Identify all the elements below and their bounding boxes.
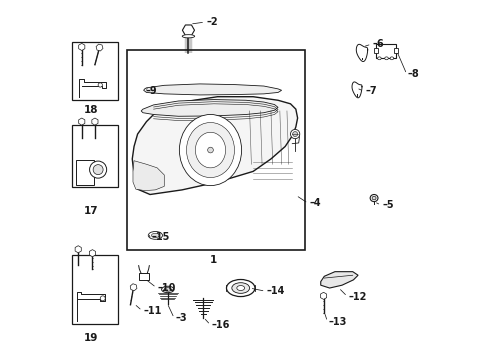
Bar (127, 50, 304, 250)
Text: –10: –10 (157, 283, 176, 293)
Text: –11: –11 (143, 306, 161, 316)
Bar (393, 47, 397, 53)
Text: –5: –5 (381, 200, 393, 210)
Ellipse shape (236, 286, 244, 291)
Text: –13: –13 (328, 317, 346, 327)
Bar (72, 41, 118, 100)
Text: 19: 19 (84, 333, 98, 343)
Circle shape (290, 130, 299, 139)
Polygon shape (141, 100, 277, 116)
Ellipse shape (377, 57, 380, 60)
Ellipse shape (182, 35, 194, 38)
Ellipse shape (161, 286, 174, 293)
Text: –12: –12 (348, 292, 366, 302)
Ellipse shape (179, 115, 241, 186)
Ellipse shape (389, 57, 393, 60)
Ellipse shape (384, 57, 388, 60)
Circle shape (292, 132, 297, 136)
Ellipse shape (151, 233, 159, 237)
Circle shape (93, 165, 103, 175)
Ellipse shape (371, 196, 375, 200)
Polygon shape (143, 84, 281, 95)
Text: 18: 18 (84, 105, 98, 115)
Polygon shape (320, 272, 357, 288)
Text: –8: –8 (407, 69, 419, 79)
Circle shape (207, 147, 213, 153)
Polygon shape (132, 97, 297, 195)
Circle shape (100, 296, 105, 301)
Ellipse shape (231, 283, 249, 293)
Text: –4: –4 (309, 198, 320, 208)
Text: 17: 17 (84, 206, 98, 216)
Ellipse shape (148, 231, 162, 239)
Text: –16: –16 (211, 320, 229, 330)
Bar (138, 273, 149, 280)
Bar (373, 47, 377, 53)
Circle shape (90, 161, 106, 178)
Circle shape (98, 83, 102, 87)
Ellipse shape (164, 288, 171, 291)
Bar (76, 160, 94, 185)
Text: –6: –6 (372, 39, 383, 49)
Ellipse shape (369, 195, 377, 202)
Text: –9: –9 (146, 86, 157, 96)
Text: –14: –14 (266, 286, 285, 296)
Text: –3: –3 (175, 313, 186, 323)
Polygon shape (133, 161, 164, 191)
Bar (72, 255, 118, 324)
Text: 1: 1 (209, 255, 216, 265)
Bar (72, 125, 118, 187)
Text: –7: –7 (364, 86, 376, 96)
Ellipse shape (186, 122, 234, 178)
Bar (376, 44, 395, 57)
Ellipse shape (226, 280, 255, 297)
Ellipse shape (195, 132, 225, 168)
Text: –15: –15 (151, 232, 169, 242)
Text: –2: –2 (206, 17, 217, 27)
